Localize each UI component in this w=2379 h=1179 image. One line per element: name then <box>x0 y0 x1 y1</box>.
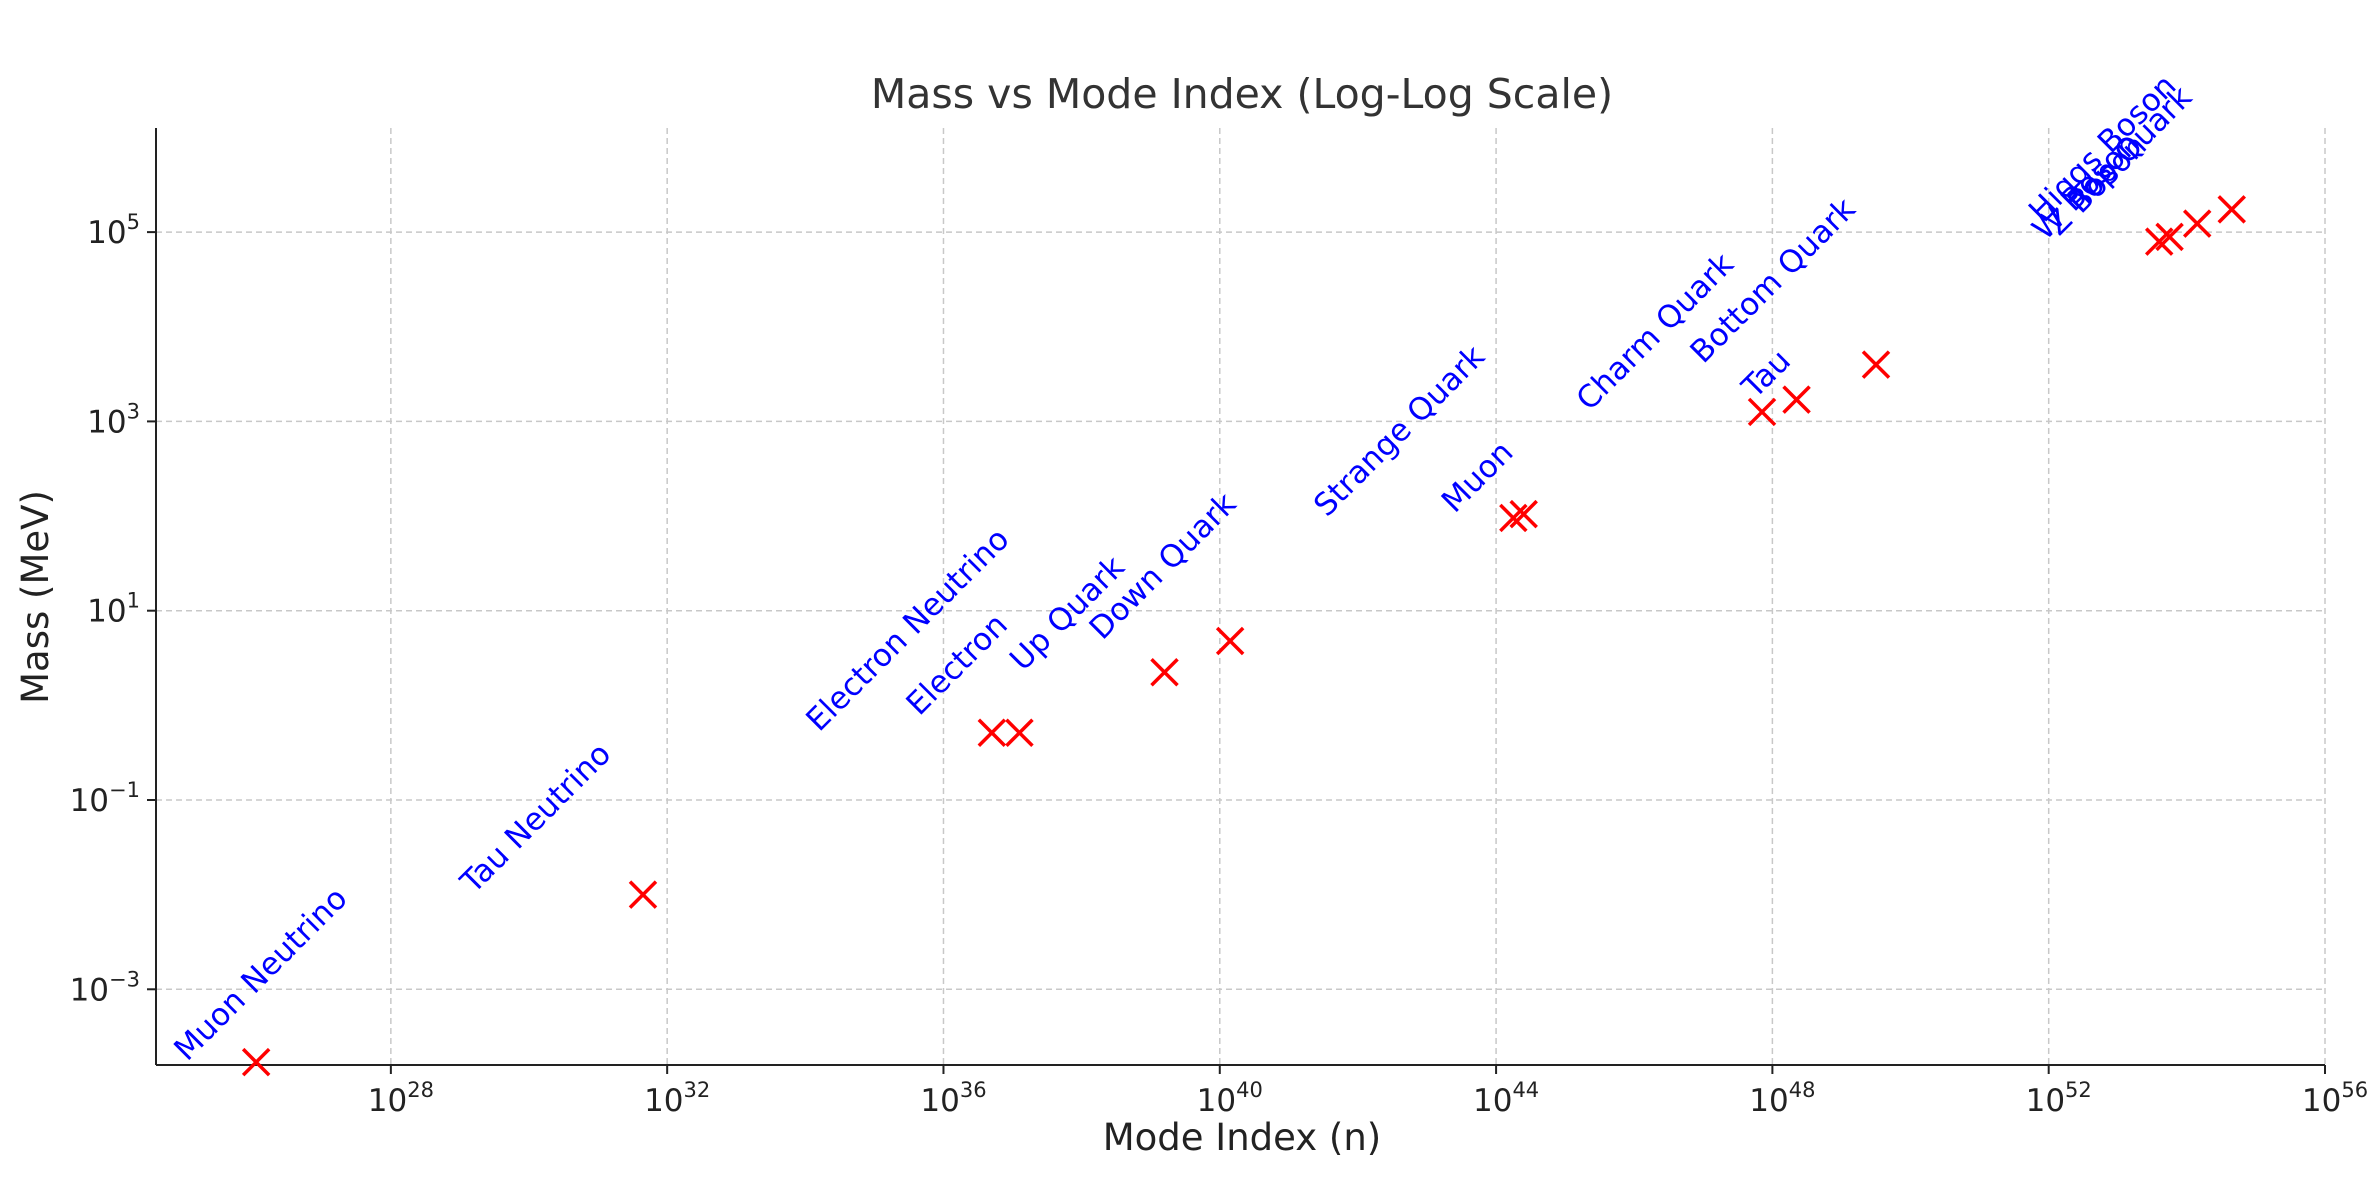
data-markers <box>241 195 2246 1077</box>
y-axis-label: Mass (MeV) <box>14 490 57 704</box>
marker-stroke <box>2155 222 2184 252</box>
data-point <box>2155 222 2184 252</box>
marker-stroke <box>1747 397 1777 427</box>
x-tick-label: 1044 <box>1473 1078 1539 1119</box>
x-tick-label: 1048 <box>1749 1078 1815 1119</box>
x-axis-label: Mode Index (n) <box>1103 1116 1382 1159</box>
data-point <box>1005 718 1034 748</box>
marker-stroke <box>1150 657 1179 687</box>
marker-stroke <box>1005 718 1034 748</box>
chart-title: Mass vs Mode Index (Log-Log Scale) <box>871 70 1613 118</box>
x-tick-label: 1028 <box>368 1078 434 1119</box>
y-tick-label: 103 <box>87 399 140 440</box>
data-point <box>241 1047 271 1077</box>
marker-stroke <box>1499 503 1528 533</box>
point-label: Muon <box>1435 434 1521 520</box>
data-point <box>2182 209 2212 238</box>
data-point <box>628 880 658 909</box>
point-label: Tau Neutrino <box>453 736 618 901</box>
x-tick-label: 1040 <box>1197 1078 1263 1119</box>
axis-ticks: 1028 1032 1036 1040 1044 1048 1052 1056 10−3 10−1… <box>70 210 2369 1119</box>
marker-stroke <box>1215 626 1245 656</box>
x-tick-label: 1036 <box>920 1078 986 1119</box>
marker-stroke <box>977 718 1007 748</box>
marker-stroke <box>628 880 658 909</box>
data-point <box>977 718 1007 748</box>
marker-stroke <box>1509 499 1538 529</box>
y-tick-label: 10−1 <box>70 778 140 819</box>
data-point <box>1150 657 1179 687</box>
x-tick-label: 1032 <box>644 1078 710 1119</box>
x-tick-label: 1052 <box>2026 1078 2092 1119</box>
y-tick-label: 101 <box>87 589 140 630</box>
marker-stroke <box>1861 350 1891 379</box>
marker-stroke <box>2217 195 2246 224</box>
data-point <box>1509 499 1538 529</box>
data-point <box>1782 385 1811 414</box>
data-point <box>1215 626 1245 656</box>
point-label: Higgs Boson <box>2022 68 2183 229</box>
marker-stroke <box>241 1047 271 1077</box>
gridlines <box>156 128 2326 1065</box>
marker-stroke <box>1782 385 1811 414</box>
marker-stroke <box>2182 209 2212 238</box>
data-point <box>1861 350 1891 379</box>
y-tick-label: 10−3 <box>70 967 140 1008</box>
point-label: Muon Neutrino <box>167 881 354 1068</box>
x-tick-label: 1056 <box>2302 1078 2368 1119</box>
data-point <box>1499 503 1528 533</box>
data-point <box>1747 397 1777 427</box>
data-point <box>2217 195 2246 224</box>
point-label: Tau <box>1735 343 1798 406</box>
y-tick-label: 105 <box>87 210 140 251</box>
